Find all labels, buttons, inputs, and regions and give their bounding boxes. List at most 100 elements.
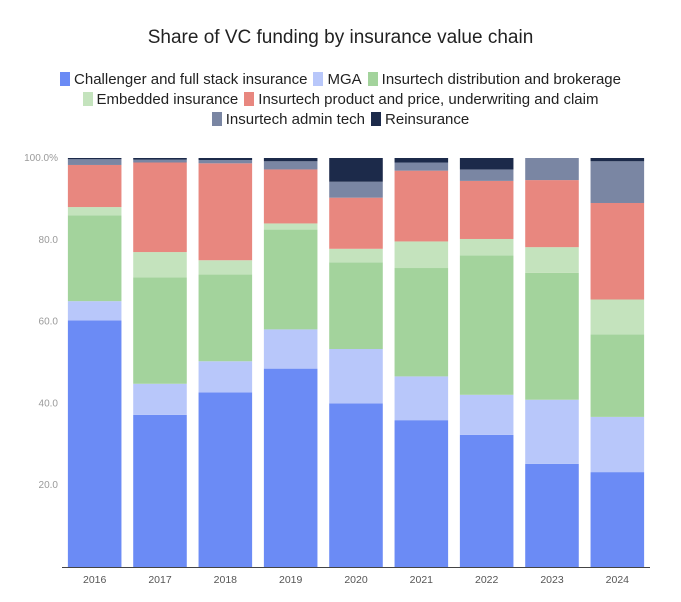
bar-segment[interactable]: [394, 170, 449, 242]
legend-label: MGA: [327, 71, 362, 88]
chart-legend: Challenger and full stack insurance MGA In…: [18, 70, 663, 130]
x-tick-label: 2018: [214, 574, 238, 586]
bar-segment[interactable]: [459, 434, 514, 567]
legend-swatch: [313, 72, 324, 86]
bar-segment[interactable]: [263, 368, 318, 567]
bar-segment[interactable]: [67, 159, 122, 165]
legend-swatch: [367, 72, 378, 86]
bar-segment[interactable]: [263, 223, 318, 230]
bar-segment[interactable]: [67, 164, 122, 208]
bar-segment[interactable]: [329, 403, 383, 567]
bar-segment[interactable]: [263, 158, 318, 162]
bar-segment[interactable]: [329, 181, 383, 198]
bar-segment[interactable]: [394, 268, 449, 377]
y-tick-label: 100.0%: [24, 153, 58, 164]
bar-segment[interactable]: [67, 158, 122, 160]
bar-segment[interactable]: [329, 158, 383, 182]
bar-segment[interactable]: [394, 376, 449, 421]
bar-segment[interactable]: [198, 163, 253, 261]
bar-segment[interactable]: [67, 207, 122, 216]
bar-segment[interactable]: [329, 262, 383, 350]
bar-segment[interactable]: [525, 463, 579, 567]
x-tick-label: 2020: [344, 574, 368, 586]
bar-segment[interactable]: [590, 158, 645, 162]
bar-segment[interactable]: [459, 158, 514, 170]
legend-swatch: [371, 112, 382, 126]
x-tick-label: 2021: [410, 574, 434, 586]
x-tick-label: 2022: [475, 574, 499, 586]
bar-segment[interactable]: [67, 301, 122, 321]
x-tick-label: 2019: [279, 574, 303, 586]
bar-segment[interactable]: [67, 215, 122, 302]
bar-segment[interactable]: [329, 248, 383, 263]
bar-segment[interactable]: [198, 158, 253, 161]
legend-item[interactable]: Insurtech distribution and brokerage: [367, 70, 621, 90]
bar-segment[interactable]: [590, 334, 645, 417]
legend-swatch: [244, 92, 255, 106]
bar-segment[interactable]: [263, 169, 318, 224]
bar-segment[interactable]: [133, 159, 187, 163]
bar-segment[interactable]: [394, 162, 449, 171]
legend-item[interactable]: MGA: [313, 70, 362, 90]
bar-segment[interactable]: [590, 416, 645, 473]
bar-segment[interactable]: [133, 383, 187, 415]
bar-segment[interactable]: [525, 158, 579, 181]
bar-segment[interactable]: [459, 238, 514, 256]
legend-swatch: [82, 92, 93, 106]
legend-swatch: [60, 72, 71, 86]
bar-segment[interactable]: [459, 180, 514, 239]
x-tick-label: 2016: [83, 574, 107, 586]
y-tick-label: 60.0: [39, 317, 59, 328]
legend-label: Reinsurance: [385, 111, 470, 128]
legend-swatch: [211, 112, 222, 126]
bar-segment[interactable]: [459, 255, 514, 395]
bar-segment[interactable]: [590, 202, 645, 300]
bar-segment[interactable]: [329, 349, 383, 404]
legend-item[interactable]: Challenger and full stack insurance: [60, 70, 307, 90]
bar-segment[interactable]: [590, 472, 645, 567]
bar-segment[interactable]: [67, 320, 122, 567]
bar-segment[interactable]: [525, 272, 579, 400]
bar-segment[interactable]: [525, 399, 579, 464]
bar-segment[interactable]: [525, 247, 579, 273]
legend-label: Embedded insurance: [96, 91, 239, 108]
bar-segment[interactable]: [525, 180, 579, 248]
bar-segment[interactable]: [133, 162, 187, 253]
bar-segment[interactable]: [198, 260, 253, 275]
bar-segment[interactable]: [133, 277, 187, 384]
bar-segment[interactable]: [394, 420, 449, 567]
bar-segment[interactable]: [198, 392, 253, 567]
x-tick-label: 2023: [540, 574, 564, 586]
bar-segment[interactable]: [198, 160, 253, 164]
x-tick-label: 2017: [148, 574, 172, 586]
bar-segment[interactable]: [329, 197, 383, 249]
legend-label: Insurtech admin tech: [225, 111, 366, 128]
bar-segment[interactable]: [198, 361, 253, 393]
legend-item[interactable]: Insurtech product and price, underwritin…: [244, 90, 598, 110]
bar-segment[interactable]: [394, 158, 449, 163]
bar-segment[interactable]: [459, 169, 514, 181]
bar-segment[interactable]: [263, 229, 318, 330]
bar-segment[interactable]: [263, 161, 318, 170]
legend-label: Insurtech distribution and brokerage: [381, 71, 621, 88]
legend-item[interactable]: Reinsurance: [371, 110, 469, 130]
bar-segment[interactable]: [198, 274, 253, 362]
bar-segment[interactable]: [133, 158, 187, 160]
legend-label: Challenger and full stack insurance: [74, 71, 308, 88]
y-tick-label: 80.0: [39, 235, 59, 246]
bar-segment[interactable]: [133, 252, 187, 278]
y-tick-label: 40.0: [39, 398, 59, 409]
bar-segment[interactable]: [590, 161, 645, 203]
legend-item[interactable]: Embedded insurance: [82, 90, 239, 110]
bar-segment[interactable]: [394, 241, 449, 269]
bar-segment[interactable]: [133, 414, 187, 567]
axis-layer: 20.0 40.0 60.0 80.0 100.0% 2016 2017 2018 2019 20…: [24, 153, 650, 586]
chart-title: Share of VC funding by insurance value c…: [147, 27, 534, 48]
x-tick-label: 2024: [606, 574, 630, 586]
legend-item[interactable]: Insurtech admin tech: [211, 110, 366, 130]
bar-segment[interactable]: [590, 299, 645, 335]
legend-label: Insurtech product and price, underwritin…: [258, 91, 599, 108]
bar-segment[interactable]: [459, 394, 514, 435]
bar-segment[interactable]: [263, 329, 318, 369]
